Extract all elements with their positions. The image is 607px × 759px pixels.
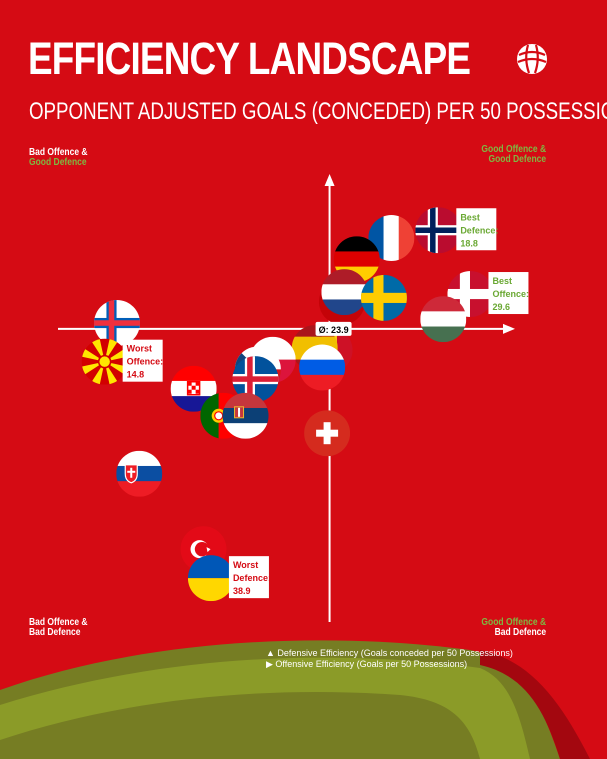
legend-item-defensive: ▲ Defensive Efficiency (Goals conceded p… xyxy=(266,648,513,658)
legend-defensive-label: Defensive Efficiency (Goals conceded per… xyxy=(277,648,513,658)
callout-north-macedonia: Worst Offence: 14.8 xyxy=(122,339,164,382)
callout-line: Best xyxy=(460,212,480,222)
flag-point-switzerland xyxy=(304,410,351,457)
flag-point-croatia xyxy=(170,365,217,412)
callout-norway: Best Defence: 18.8 xyxy=(456,208,498,251)
flag-point-ukraine xyxy=(187,555,234,602)
flag-point-norway xyxy=(415,207,462,254)
callout-line: 14.8 xyxy=(127,370,145,380)
callout-line: 38.9 xyxy=(233,586,251,596)
flag-point-sweden xyxy=(360,274,407,321)
flag-point-hungary xyxy=(420,296,467,343)
center-label: Ø: 23.9 xyxy=(315,321,352,336)
decor-ribbon-dark xyxy=(480,650,590,759)
callout-line: Worst xyxy=(127,344,152,354)
center-label-text: Ø: 23.9 xyxy=(319,325,349,335)
page-title: EFFICIENCY LANDSCAPE xyxy=(28,33,471,84)
callout-denmark: Best Offence: 29.6 xyxy=(488,272,529,315)
flag-point-slovakia xyxy=(116,450,163,497)
flag-point-macedonia xyxy=(81,338,128,385)
legend-item-offensive: ▶ Offensive Efficiency (Goals per 50 Pos… xyxy=(266,659,468,669)
quadrant-label-bottom-right: Good Offence & Bad Defence xyxy=(481,617,546,638)
callout-ukraine: Worst Defence: 38.9 xyxy=(228,556,271,599)
quadrant-label-bottom-left: Bad Offence & Bad Defence xyxy=(29,617,88,638)
callout-line: 29.6 xyxy=(492,302,510,312)
flag-point-slovenia xyxy=(299,344,346,391)
decor-ribbon-highlight xyxy=(0,657,530,759)
legend: ▲ Defensive Efficiency (Goals conceded p… xyxy=(266,648,513,670)
quadrant-label-top-left: Bad Offence & Good Defence xyxy=(29,147,88,168)
callout-line: Offence: xyxy=(127,357,164,367)
legend-offensive-label: Offensive Efficiency (Goals per 50 Posse… xyxy=(275,659,468,669)
y-axis-arrow xyxy=(324,174,335,186)
callout-line: Best xyxy=(492,276,512,286)
flag-point-iceland xyxy=(232,356,279,403)
callout-line: Worst xyxy=(233,560,258,570)
ehf-ball-logo-icon xyxy=(516,43,548,75)
quadrant-label-top-right: Good Offence & Good Defence xyxy=(481,144,546,165)
flag-point-faroe xyxy=(94,300,141,347)
flag-point-netherlands xyxy=(321,269,368,316)
page-subtitle: OPPONENT ADJUSTED GOALS (CONCEDED) PER 5… xyxy=(29,98,607,125)
callout-line: Offence: xyxy=(492,289,529,299)
flag-point-serbia xyxy=(222,392,269,439)
callout-line: 18.8 xyxy=(460,238,478,248)
callout-line: Defence: xyxy=(233,573,271,583)
x-axis-arrow xyxy=(503,323,515,334)
callout-line: Defence: xyxy=(460,225,498,235)
